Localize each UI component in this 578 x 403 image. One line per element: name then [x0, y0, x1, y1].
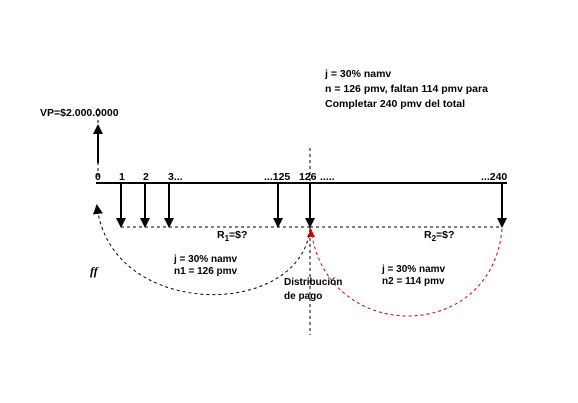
info-periods: n = 126 pmv, faltan 114 pmv para [325, 83, 488, 95]
segment2-arc [310, 228, 503, 317]
r2-label: R2=$? [424, 229, 454, 243]
segment1-arc [92, 204, 311, 295]
segment2-arrowhead [307, 229, 315, 237]
segment2-rate: j = 30% namv [381, 264, 446, 275]
distribution-label-2: de pago [284, 291, 322, 302]
segment1-rate: j = 30% namv [173, 254, 238, 265]
tick-label-1: 1 [119, 171, 125, 183]
distribution-label-1: Distribución [284, 277, 342, 288]
tick-label-125: ...125 [264, 171, 290, 183]
tick-label-240: ...240 [481, 171, 507, 183]
r1-label: R1=$? [217, 229, 247, 243]
segment1-periods: n1 = 126 pmv [174, 266, 238, 277]
vp-label: VP=$2.000.0000 [40, 107, 119, 119]
segment2-periods: n2 = 114 pmv [382, 276, 445, 287]
tick-label-3: 3... [168, 171, 183, 183]
tick-label-dots: ..... [320, 171, 335, 183]
tick-label-2: 2 [143, 171, 149, 183]
tick-label-126: 126 [299, 171, 317, 183]
ff-label: ff [90, 264, 99, 278]
tick-label-0: 0 [95, 171, 101, 183]
info-rate: j = 30% namv [324, 68, 391, 80]
info-complete: Completar 240 pmv del total [325, 98, 465, 110]
